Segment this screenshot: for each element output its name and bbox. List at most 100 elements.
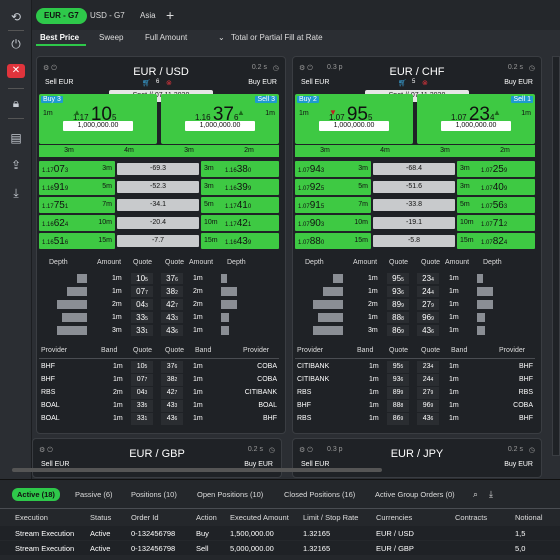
fill-mode-select[interactable]: Total or Partial Fill at Rate: [231, 33, 323, 42]
horizontal-scrollbar[interactable]: [12, 468, 382, 472]
depth-ask-quote[interactable]: 433: [161, 312, 183, 323]
tenor-label[interactable]: 2m: [244, 147, 254, 154]
search-icon[interactable]: ⌕: [473, 489, 479, 499]
ask-quote[interactable]: 279: [417, 387, 439, 399]
depth-bid-quote[interactable]: 105: [131, 273, 153, 284]
depth-ask-quote[interactable]: 279: [417, 299, 439, 310]
ladder-bid-row[interactable]: 1.07915 7m: [295, 197, 371, 213]
ladder-bid-row[interactable]: 1.17073 3m: [39, 161, 115, 177]
ask-quantity[interactable]: 1,000,000.00: [185, 121, 255, 131]
tenor-label[interactable]: 4m: [380, 147, 390, 154]
col-execution[interactable]: Execution: [15, 513, 48, 522]
provider-row[interactable]: BHF 1m 077 382 1m COBA: [37, 374, 285, 386]
lock-icon[interactable]: 🔒︎: [12, 96, 20, 110]
tab-active-group-orders[interactable]: Active Group Orders (0): [375, 490, 455, 499]
table-row[interactable]: [0, 526, 560, 540]
ladder-bid-row[interactable]: 1.16919 5m: [39, 179, 115, 195]
depth-ask-quote[interactable]: 382: [161, 286, 183, 297]
mode-full-amount[interactable]: Full Amount: [145, 33, 188, 42]
sync-icon[interactable]: ⟲: [10, 10, 22, 24]
tenor-label[interactable]: 3m: [440, 147, 450, 154]
download-icon[interactable]: ⤓: [489, 489, 493, 499]
provider-row[interactable]: RBS 2m 043 427 1m CITIBANK: [37, 387, 285, 399]
ask-quote[interactable]: 234: [417, 361, 439, 373]
depth-ask-quote[interactable]: 427: [161, 299, 183, 310]
ladder-ask-row[interactable]: 5m 1.17410: [201, 197, 279, 213]
bid-price-tile[interactable]: Buy 3 1.17 105 ▲ 1m 1,000,000.00: [39, 94, 157, 144]
provider-row[interactable]: RBS 1m 869 436 1m BHF: [293, 413, 541, 425]
col-contracts[interactable]: Contracts: [455, 513, 488, 522]
ladder-ask-row[interactable]: 3m 1.07409: [457, 179, 535, 195]
ladder-ask-row[interactable]: 10m 1.17421: [201, 215, 279, 231]
mode-best-price[interactable]: Best Price: [40, 33, 80, 42]
bid-quote[interactable]: 077: [131, 374, 153, 386]
upload-icon[interactable]: ⇪: [10, 158, 22, 172]
bid-quantity[interactable]: 1,000,000.00: [319, 121, 389, 131]
ask-price-tile[interactable]: Sell 1 1.07 234 ▲ 1m 1,000,000.00: [417, 94, 535, 144]
close-icon[interactable]: ✕: [7, 64, 25, 78]
tab-asia[interactable]: Asia: [140, 11, 156, 20]
ladder-bid-row[interactable]: 1.16624 10m: [39, 215, 115, 231]
ladder-ask-row[interactable]: 3m 1.16380: [201, 161, 279, 177]
ask-quote[interactable]: 427: [161, 387, 183, 399]
clipboard-icon[interactable]: ▤: [10, 131, 22, 145]
provider-row[interactable]: BHF 1m 105 376 1m COBA: [37, 361, 285, 373]
power-icon[interactable]: ⏻: [11, 37, 21, 51]
col-executed-amount[interactable]: Executed Amount: [230, 513, 289, 522]
provider-row[interactable]: CITIBANK 1m 936 244 1m BHF: [293, 374, 541, 386]
bid-quote[interactable]: 331: [131, 413, 153, 425]
bid-quote[interactable]: 043: [131, 387, 153, 399]
ladder-ask-row[interactable]: 10m 1.07712: [457, 215, 535, 231]
depth-ask-quote[interactable]: 969: [417, 312, 439, 323]
tenor-label[interactable]: 3m: [320, 147, 330, 154]
depth-bid-quote[interactable]: 936: [387, 286, 409, 297]
tab-active[interactable]: Active (18): [12, 488, 60, 501]
tenor-label[interactable]: 3m: [184, 147, 194, 154]
ladder-bid-row[interactable]: 1.07925 5m: [295, 179, 371, 195]
depth-bid-quote[interactable]: 043: [131, 299, 153, 310]
bid-quote[interactable]: 888: [387, 400, 409, 412]
tenor-label[interactable]: 4m: [124, 147, 134, 154]
provider-row[interactable]: BHF 1m 888 969 1m COBA: [293, 400, 541, 412]
depth-bid-quote[interactable]: 331: [131, 325, 153, 336]
depth-bid-quote[interactable]: 335: [131, 312, 153, 323]
tab-passive[interactable]: Passive (6): [75, 490, 113, 499]
depth-bid-quote[interactable]: 888: [387, 312, 409, 323]
ask-quote[interactable]: 433: [161, 400, 183, 412]
depth-ask-quote[interactable]: 436: [161, 325, 183, 336]
cancel-icon[interactable]: ⊗: [422, 80, 428, 87]
ladder-ask-row[interactable]: 15m 1.16439: [201, 233, 279, 249]
bid-quote[interactable]: 955: [387, 361, 409, 373]
col-status[interactable]: Status: [90, 513, 112, 522]
ladder-bid-row[interactable]: 1.07880 15m: [295, 233, 371, 249]
depth-bid-quote[interactable]: 869: [387, 325, 409, 336]
bid-quantity[interactable]: 1,000,000.00: [63, 121, 133, 131]
bid-price-tile[interactable]: Buy 2 1.07 955 ▼ 1m 1,000,000.00: [295, 94, 413, 144]
mode-sweep[interactable]: Sweep: [99, 33, 124, 42]
depth-ask-quote[interactable]: 376: [161, 273, 183, 284]
depth-bid-quote[interactable]: 955: [387, 273, 409, 284]
depth-ask-quote[interactable]: 234: [417, 273, 439, 284]
tab-positions[interactable]: Positions (10): [131, 490, 177, 499]
ask-quote[interactable]: 436: [417, 413, 439, 425]
bid-quote[interactable]: 869: [387, 413, 409, 425]
ask-price-tile[interactable]: Sell 3 1.16 376 ▲ 1m 1,000,000.00: [161, 94, 279, 144]
ladder-bid-row[interactable]: 1.07943 3m: [295, 161, 371, 177]
provider-row[interactable]: RBS 1m 899 279 1m RBS: [293, 387, 541, 399]
ask-quote[interactable]: 382: [161, 374, 183, 386]
ask-quote[interactable]: 244: [417, 374, 439, 386]
depth-bid-quote[interactable]: 077: [131, 286, 153, 297]
settings-icon[interactable]: ⚙ ⏻: [299, 447, 313, 454]
settings-icon[interactable]: ⚙ ⏻: [43, 65, 57, 72]
cancel-icon[interactable]: ⊗: [166, 80, 172, 87]
col-notional[interactable]: Notional: [515, 513, 543, 522]
col-limit-stop-rate[interactable]: Limit / Stop Rate: [303, 513, 359, 522]
ask-quote[interactable]: 969: [417, 400, 439, 412]
col-order-id[interactable]: Order Id: [131, 513, 159, 522]
bid-quote[interactable]: 335: [131, 400, 153, 412]
col-currencies[interactable]: Currencies: [376, 513, 413, 522]
settings-icon[interactable]: ⚙ ⏻: [299, 65, 313, 72]
ask-quote[interactable]: 436: [161, 413, 183, 425]
add-tab-icon[interactable]: +: [166, 7, 175, 23]
col-action[interactable]: Action: [196, 513, 217, 522]
